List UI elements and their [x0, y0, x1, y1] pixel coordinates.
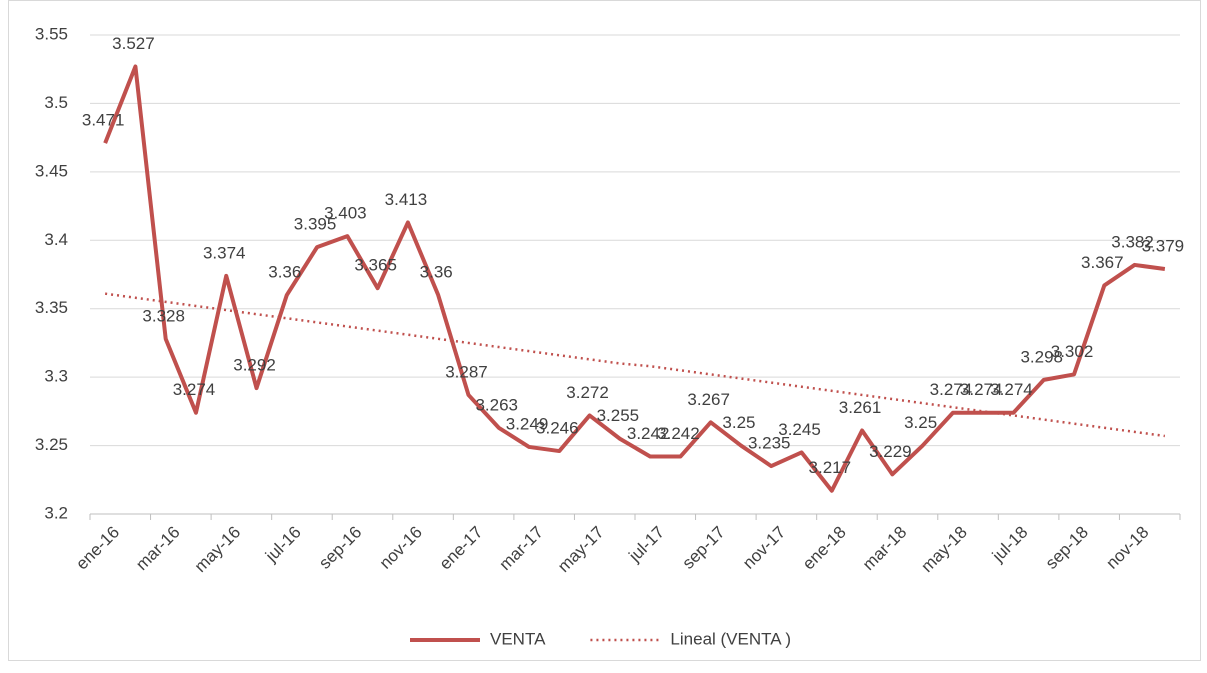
data-label: 3.367 [1081, 253, 1124, 272]
y-tick-label: 3.45 [35, 161, 68, 180]
data-label: 3.382 [1111, 232, 1154, 251]
data-label: 3.249 [506, 414, 549, 433]
data-label: 3.374 [203, 243, 246, 262]
data-label: 3.274 [173, 380, 216, 399]
legend-label: VENTA [490, 629, 546, 648]
data-label: 3.365 [354, 256, 397, 275]
data-label: 3.246 [536, 419, 579, 438]
data-label: 3.217 [809, 458, 852, 477]
data-label: 3.403 [324, 204, 367, 223]
data-label: 3.413 [385, 190, 428, 209]
data-label: 3.245 [778, 420, 821, 439]
data-label: 3.302 [1051, 342, 1094, 361]
y-tick-label: 3.25 [35, 435, 68, 454]
data-label: 3.36 [268, 263, 301, 282]
data-label: 3.292 [233, 356, 276, 375]
data-label: 3.379 [1142, 237, 1185, 256]
data-label: 3.261 [839, 398, 882, 417]
data-label: 3.298 [1020, 347, 1063, 366]
y-tick-label: 3.4 [44, 230, 68, 249]
data-label: 3.395 [294, 215, 337, 234]
data-label: 3.287 [445, 362, 488, 381]
data-label: 3.527 [112, 34, 155, 53]
data-label: 3.274 [960, 380, 1003, 399]
y-tick-label: 3.55 [35, 24, 68, 43]
data-label: 3.274 [990, 380, 1033, 399]
y-tick-label: 3.35 [35, 298, 68, 317]
series-line [104, 292, 1166, 438]
data-label: 3.235 [748, 434, 791, 453]
data-label: 3.229 [869, 442, 912, 461]
y-tick-label: 3.2 [44, 503, 68, 522]
data-label: 3.255 [597, 406, 640, 425]
data-label: 3.25 [904, 413, 937, 432]
legend-label: Lineal (VENTA ) [670, 629, 791, 648]
data-label: 3.242 [627, 424, 670, 443]
data-label: 3.25 [722, 413, 755, 432]
data-label: 3.272 [566, 383, 609, 402]
chart-border [8, 0, 1201, 661]
data-label: 3.274 [930, 380, 973, 399]
series-line [103, 64, 1166, 493]
data-label: 3.328 [142, 306, 185, 325]
data-label: 3.267 [687, 390, 730, 409]
y-tick-label: 3.5 [44, 93, 68, 112]
y-tick-label: 3.3 [44, 367, 68, 386]
data-label: 3.471 [82, 111, 125, 130]
data-label: 3.263 [475, 395, 518, 414]
data-label: 3.242 [657, 424, 700, 443]
data-label: 3.36 [420, 263, 453, 282]
